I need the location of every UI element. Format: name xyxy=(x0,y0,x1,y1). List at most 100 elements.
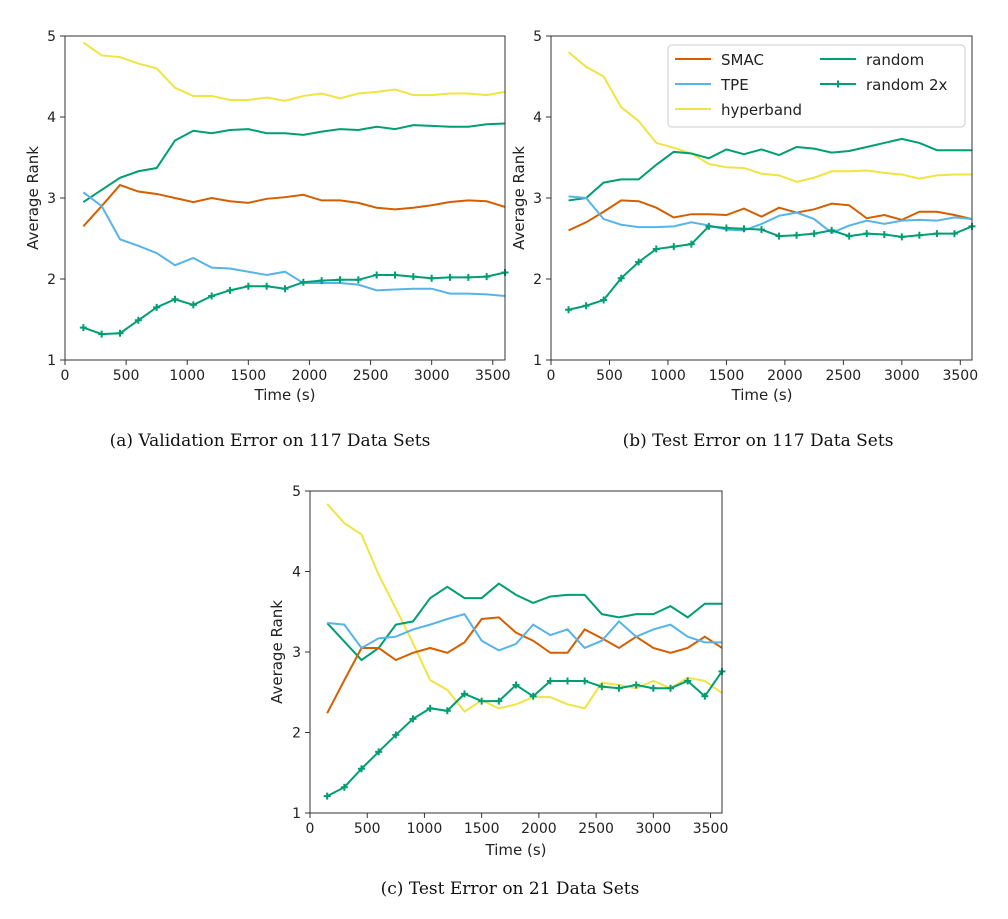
data-point-marker xyxy=(775,232,783,240)
y-tick-label: 1 xyxy=(292,806,301,822)
series-line-random-2x xyxy=(326,670,723,797)
data-point-marker xyxy=(810,230,818,238)
data-point-marker xyxy=(581,677,589,685)
data-point-marker xyxy=(793,231,801,239)
data-point-marker xyxy=(495,697,503,705)
data-point-marker xyxy=(443,707,451,715)
y-tick-label: 1 xyxy=(47,353,56,369)
data-point-marker xyxy=(409,715,417,723)
series-line-TPE xyxy=(327,613,722,652)
series-line-SMAC xyxy=(82,183,506,228)
y-axis-label: Average Rank xyxy=(268,600,286,704)
data-point-marker xyxy=(915,231,923,239)
caption-c: (c) Test Error on 21 Data Sets xyxy=(381,879,640,899)
y-tick-label: 4 xyxy=(292,565,301,581)
x-tick-label: 1000 xyxy=(407,821,443,837)
chart-a: Time (s) Average Rank (a) Validation Err… xyxy=(24,29,511,451)
series-line-random-2x xyxy=(83,271,506,336)
series-line-random xyxy=(326,582,722,662)
data-point-marker xyxy=(299,278,307,286)
y-axis-label: Average Rank xyxy=(24,146,42,250)
series-line-random-2x xyxy=(568,225,973,311)
data-point-marker xyxy=(391,271,399,279)
x-tick-label: 3500 xyxy=(693,821,729,837)
x-tick-label: 3000 xyxy=(636,821,672,837)
data-point-marker xyxy=(461,690,468,698)
data-point-marker xyxy=(409,273,417,281)
y-tick-label: 5 xyxy=(47,29,56,45)
legend-label: random 2x xyxy=(866,76,947,94)
data-point-marker xyxy=(134,316,142,324)
data-point-marker xyxy=(340,783,348,791)
y-tick-label: 4 xyxy=(533,110,542,126)
plot-frame xyxy=(550,35,973,361)
data-point-marker xyxy=(722,224,730,232)
plot-frame xyxy=(309,490,723,814)
legend-label: TPE xyxy=(720,76,749,94)
y-tick-label: 1 xyxy=(533,353,542,369)
series-line-SMAC xyxy=(568,199,973,232)
data-point-marker xyxy=(565,306,573,314)
data-point-marker xyxy=(529,692,537,700)
data-point-marker xyxy=(318,277,326,285)
data-point-marker xyxy=(598,683,606,691)
data-point-marker xyxy=(600,296,608,304)
x-tick-label: 500 xyxy=(113,368,140,384)
data-point-marker xyxy=(649,684,657,692)
x-tick-label: 500 xyxy=(596,368,623,384)
data-point-marker xyxy=(667,684,674,692)
data-point-marker xyxy=(582,302,590,310)
y-tick-label: 2 xyxy=(47,272,56,288)
x-tick-label: 2500 xyxy=(826,368,862,384)
data-point-marker xyxy=(226,286,234,294)
y-tick-label: 5 xyxy=(533,29,542,45)
data-point-marker xyxy=(244,282,252,290)
data-point-marker xyxy=(758,226,765,234)
x-tick-label: 1500 xyxy=(464,821,500,837)
x-tick-label: 3000 xyxy=(884,368,920,384)
data-point-marker xyxy=(375,748,383,756)
chart-b: Time (s) Average Rank (b) Test Error on … xyxy=(510,29,978,451)
data-point-marker xyxy=(701,692,709,700)
data-point-marker xyxy=(845,232,853,240)
data-point-marker xyxy=(98,330,106,338)
x-tick-label: 0 xyxy=(547,368,556,384)
data-point-marker xyxy=(281,285,289,293)
y-tick-label: 4 xyxy=(47,110,56,126)
data-point-marker xyxy=(564,677,571,685)
series-line-hyperband xyxy=(326,503,723,713)
caption-b: (b) Test Error on 117 Data Sets xyxy=(623,431,894,451)
x-tick-label: 1000 xyxy=(169,368,205,384)
x-tick-label: 1000 xyxy=(650,368,686,384)
series-line-hyperband xyxy=(567,51,972,183)
x-tick-label: 1500 xyxy=(231,368,267,384)
data-point-marker xyxy=(880,230,888,238)
chart-c: Time (s) Average Rank (c) Test Error on … xyxy=(268,484,728,899)
data-point-marker xyxy=(79,324,87,332)
data-point-marker xyxy=(632,681,640,689)
caption-a: (a) Validation Error on 117 Data Sets xyxy=(110,431,431,451)
series-line-random xyxy=(82,122,506,203)
data-point-marker xyxy=(446,273,454,281)
data-point-marker xyxy=(863,230,871,238)
x-tick-label: 1500 xyxy=(709,368,745,384)
legend-label: random xyxy=(866,51,924,69)
x-tick-label: 2000 xyxy=(521,821,557,837)
x-tick-label: 3500 xyxy=(475,368,511,384)
data-point-marker xyxy=(950,230,958,238)
series-line-TPE xyxy=(568,195,973,234)
data-point-marker xyxy=(426,704,434,712)
data-point-marker xyxy=(670,243,678,251)
y-tick-label: 3 xyxy=(533,191,542,207)
x-axis-label: Time (s) xyxy=(731,386,793,404)
data-point-marker xyxy=(512,681,520,689)
data-point-marker xyxy=(208,292,216,300)
y-tick-label: 5 xyxy=(292,484,301,500)
x-tick-label: 2000 xyxy=(767,368,803,384)
data-point-marker xyxy=(635,258,643,266)
data-point-marker xyxy=(617,274,625,282)
y-tick-label: 3 xyxy=(292,645,301,661)
x-tick-label: 500 xyxy=(354,821,381,837)
series-line-SMAC xyxy=(326,616,723,714)
data-point-marker xyxy=(464,273,472,281)
